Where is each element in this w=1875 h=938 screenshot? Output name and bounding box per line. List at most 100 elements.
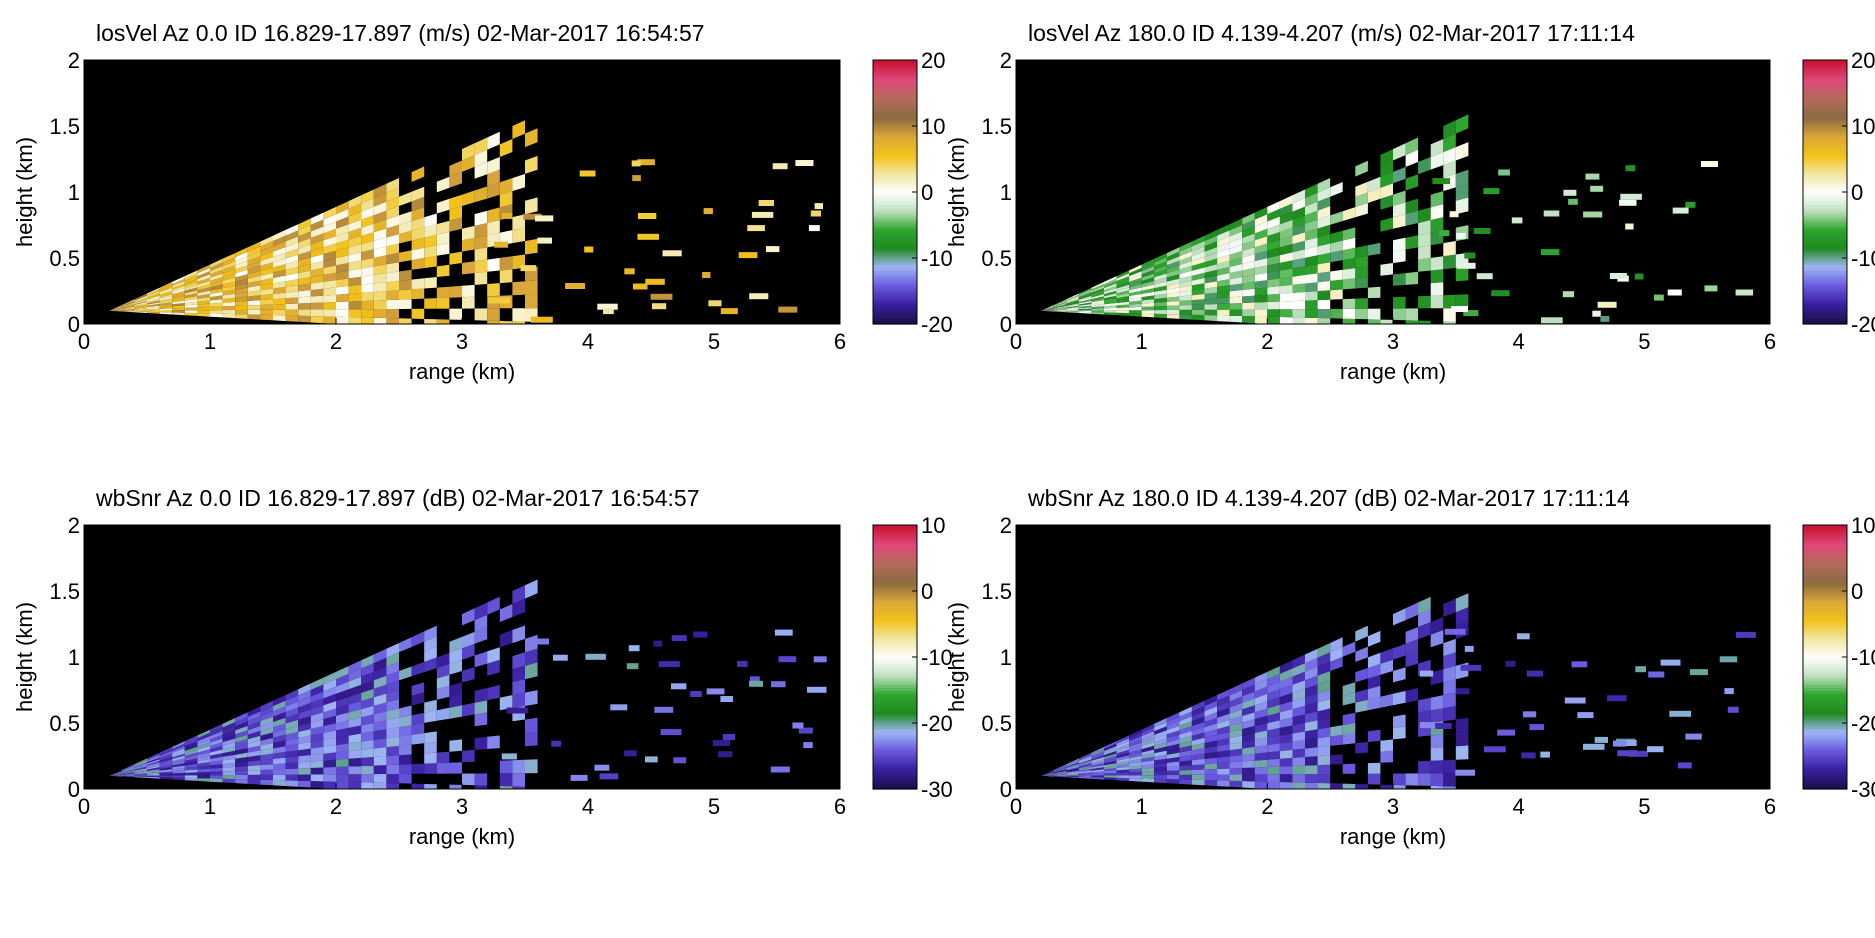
x-tick-label: 2 — [330, 329, 342, 354]
data-cell — [1204, 751, 1218, 759]
data-cell — [285, 291, 299, 299]
data-cell — [235, 274, 248, 282]
data-cell — [1066, 775, 1079, 777]
data-cell — [1217, 768, 1230, 775]
data-cell — [159, 296, 173, 301]
data-cell — [184, 752, 198, 759]
colorbar-segment — [873, 585, 917, 589]
data-cell — [336, 278, 349, 288]
data-cell — [109, 772, 122, 776]
data-cell — [1116, 276, 1130, 284]
data-cell — [121, 773, 135, 775]
data-cell — [197, 287, 210, 294]
data-cell — [247, 745, 261, 753]
colorbar-segment — [873, 306, 917, 310]
data-cell — [323, 265, 336, 275]
data-cell — [1078, 297, 1092, 302]
data-cell — [474, 785, 488, 789]
data-cell — [197, 271, 210, 279]
data-cell — [1330, 308, 1343, 319]
data-cell — [1166, 734, 1180, 743]
data-cell — [1091, 757, 1104, 763]
data-cell — [1464, 645, 1474, 652]
data-cell — [1342, 247, 1356, 261]
data-cell — [1204, 264, 1218, 273]
data-cell — [109, 309, 122, 311]
data-cell — [1078, 295, 1092, 301]
colorbar-segment — [1803, 780, 1847, 784]
data-cell — [222, 277, 236, 285]
data-cell — [348, 236, 362, 248]
data-cell — [1078, 772, 1092, 775]
data-cell — [348, 684, 362, 697]
colorbar-segment — [873, 603, 917, 607]
data-cell — [1129, 762, 1142, 767]
data-cell — [134, 765, 147, 770]
data-cell — [147, 302, 160, 306]
data-cell — [1204, 706, 1218, 717]
data-cell — [1066, 309, 1079, 311]
data-cell — [147, 305, 160, 309]
data-cell — [1305, 291, 1318, 301]
data-cell — [348, 244, 362, 256]
data-cell — [109, 305, 122, 311]
data-cell — [1091, 288, 1104, 295]
data-cell — [197, 310, 210, 314]
data-cell — [197, 749, 210, 756]
data-cell — [184, 290, 198, 296]
data-cell — [424, 646, 437, 662]
data-cell — [109, 774, 122, 776]
data-cell — [285, 731, 299, 741]
data-cell — [1229, 315, 1243, 323]
data-cell — [298, 689, 311, 702]
data-cell — [1229, 761, 1243, 769]
data-cell — [1405, 174, 1419, 191]
data-cell — [1254, 221, 1268, 234]
colorbar-segment — [873, 573, 917, 577]
colorbar-segment — [873, 660, 917, 664]
data-cell — [1229, 264, 1243, 273]
data-cell — [1141, 295, 1155, 301]
data-cell — [1430, 630, 1444, 648]
data-cell — [1141, 302, 1155, 307]
data-cell — [1116, 293, 1130, 299]
data-cell — [1179, 314, 1192, 320]
data-cell — [1330, 279, 1343, 291]
data-cell — [1254, 206, 1268, 220]
data-cell — [449, 217, 462, 232]
data-cell — [336, 720, 349, 731]
colorbar-segment — [873, 666, 917, 670]
data-cell — [1204, 774, 1218, 781]
data-cell — [1254, 258, 1268, 268]
data-cell — [1355, 277, 1368, 289]
data-cell — [1267, 774, 1280, 782]
data-cell — [260, 241, 273, 252]
data-cell — [758, 200, 774, 206]
data-cell — [147, 756, 160, 763]
data-cell — [1053, 773, 1067, 775]
data-cell — [1104, 741, 1117, 749]
data-cell — [1104, 298, 1117, 303]
data-cell — [1078, 294, 1092, 300]
data-cell — [1305, 309, 1318, 318]
colorbar-segment — [1803, 162, 1847, 166]
data-cell — [1154, 726, 1167, 735]
data-cell — [1041, 770, 1054, 776]
data-cell — [1129, 749, 1142, 756]
colorbar-segment — [873, 729, 917, 733]
data-cell — [1430, 217, 1444, 233]
data-cell — [159, 751, 173, 758]
data-cell — [1305, 720, 1318, 732]
data-cell — [399, 705, 412, 718]
colorbar-segment — [873, 564, 917, 568]
data-cell — [235, 292, 248, 298]
data-cell — [222, 718, 236, 728]
data-cell — [436, 231, 450, 246]
data-cell — [1204, 275, 1218, 284]
data-cell — [1154, 758, 1167, 765]
data-cell — [1053, 764, 1067, 771]
data-cell — [1204, 763, 1218, 770]
data-cell — [1455, 114, 1469, 134]
data-cell — [399, 725, 412, 737]
